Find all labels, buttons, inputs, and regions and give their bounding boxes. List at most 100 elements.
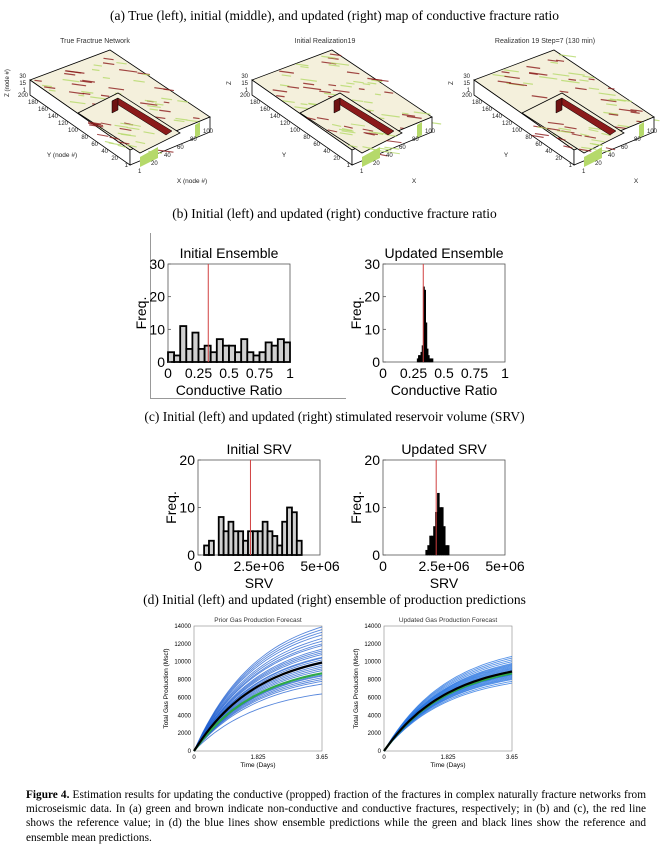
fracture-segment	[529, 72, 548, 76]
y-tick-label: 10000	[174, 660, 191, 666]
fracture-segment	[103, 57, 114, 61]
histogram-updated-srv: Updated SRV 0 10 20 0 2.5e+06 5e+06 SRV Freq.	[348, 441, 525, 591]
y-axis-label: Freq.	[133, 297, 149, 330]
z-tick-label: 30	[241, 74, 248, 80]
x-tick-label: 40	[386, 153, 393, 159]
y-tick-label: 4000	[178, 713, 192, 719]
fracture-segment	[308, 103, 317, 106]
histogram-bar	[446, 545, 450, 556]
fracture-segment	[321, 55, 336, 59]
fracture-segment	[64, 70, 82, 74]
fracture-segment	[346, 82, 355, 85]
fracture-segment	[504, 75, 520, 79]
fracture-segment	[608, 99, 617, 102]
z-tick-label: 1	[467, 88, 471, 94]
x-tick-label: 3.65	[316, 755, 328, 761]
y-tick-label: 100	[68, 128, 79, 134]
fracture-segment	[556, 59, 565, 62]
fracture-segment	[347, 144, 358, 148]
non-conductive-patch	[362, 147, 380, 167]
y-tick-label: 160	[260, 107, 271, 113]
fracture-segment	[384, 91, 394, 94]
histogram-bar	[442, 526, 446, 556]
histogram-bar	[228, 344, 236, 363]
fracture-segment	[501, 71, 510, 74]
fracture-segment	[561, 79, 580, 84]
fracture-segment	[343, 125, 353, 129]
x-tick-label: 0	[382, 755, 386, 761]
fracture-segment	[589, 142, 603, 146]
fracture-segment	[316, 117, 329, 121]
fracture-segment	[126, 126, 140, 130]
fracture-segment	[93, 64, 103, 67]
y-tick-label: 12000	[174, 642, 191, 648]
x-tick-label: 5e+06	[485, 558, 525, 574]
fracture-map-true: 3015120018016014012010080604020112040608…	[5, 49, 214, 185]
fracture-segment	[126, 144, 137, 148]
fracture-segment	[117, 132, 131, 136]
x-tick-label: 2.5e+06	[419, 558, 470, 574]
y-tick-label: 100	[290, 128, 301, 134]
fracture-segment	[401, 113, 416, 117]
fracture-segment	[588, 87, 600, 91]
x-axis-label: X	[412, 178, 417, 185]
fracture-segment	[193, 117, 200, 120]
fracture-segment	[339, 132, 353, 136]
y-tick-label: 0	[157, 354, 165, 370]
fracture-segment	[89, 124, 104, 128]
section-d-title: (d) Initial (left) and updated (right) e…	[143, 592, 526, 607]
y-tick-label: 80	[525, 135, 532, 141]
x-tick-label: 80	[412, 137, 419, 143]
y-tick-label: 0	[188, 749, 192, 755]
fracture-segment	[526, 65, 541, 69]
fracture-segment	[329, 53, 342, 57]
histogram-bar	[291, 511, 298, 556]
caption-text: Estimation results for updating the cond…	[26, 789, 646, 844]
ensemble-line	[193, 656, 323, 752]
fracture-segment	[62, 78, 80, 83]
fracture-segment	[539, 76, 558, 80]
z-tick-label: 15	[19, 81, 26, 87]
fracture-segment	[378, 147, 392, 151]
y-tick-label: 20	[111, 156, 118, 162]
fracture-segment	[616, 98, 633, 103]
fracture-segment	[133, 79, 145, 83]
x-tick-label: 100	[203, 129, 214, 135]
y-axis-label: Freq.	[348, 297, 364, 330]
x-tick-label: 20	[595, 161, 602, 167]
y-axis-label: Y	[504, 152, 509, 159]
y-tick-label: 4000	[368, 713, 382, 719]
y-tick-label: 200	[18, 93, 29, 99]
fracture-segment	[300, 65, 309, 69]
histogram-bar	[252, 354, 261, 363]
fracture-segment	[568, 78, 577, 81]
fracture-segment	[109, 136, 120, 140]
x-tick-label: 0	[379, 365, 387, 381]
fracture-segment	[100, 94, 110, 97]
fracture-segment	[119, 127, 132, 131]
x-axis-label: X	[634, 178, 639, 185]
fracture-segment	[591, 139, 605, 143]
fracture-segment	[157, 149, 174, 153]
fracture-segment	[175, 117, 188, 121]
line-chart-prior-forecast: Prior Gas Production Forecast 0 2000 4000 60…	[163, 617, 328, 769]
cutout-floor	[299, 92, 403, 154]
y-tick-label: 1	[125, 163, 129, 169]
z-tick-label: 30	[463, 74, 470, 80]
x-tick-label: 5e+06	[300, 558, 340, 574]
histogram-bar	[173, 354, 182, 363]
fracture-segment	[154, 87, 168, 91]
ensemble-line	[193, 634, 323, 752]
histogram-bar	[240, 338, 249, 363]
y-axis-label: Total Gas Production (Mscf)	[353, 648, 360, 728]
y-tick-label: 10	[149, 321, 165, 337]
x-axis-label: Conductive Ratio	[391, 382, 498, 398]
fracture-segment	[140, 102, 158, 106]
y-tick-label: 80	[303, 135, 310, 141]
histogram-bar	[191, 331, 200, 363]
histogram-initial-ensemble: Initial Ensemble 0 10 20 30 0 0.25 0.5 0.75 1Cond…	[133, 245, 294, 398]
x-tick-label: 0.5	[219, 365, 239, 381]
fracture-segment	[584, 135, 597, 139]
x-tick-label: 100	[647, 129, 658, 135]
y-tick-label: 1	[569, 163, 573, 169]
